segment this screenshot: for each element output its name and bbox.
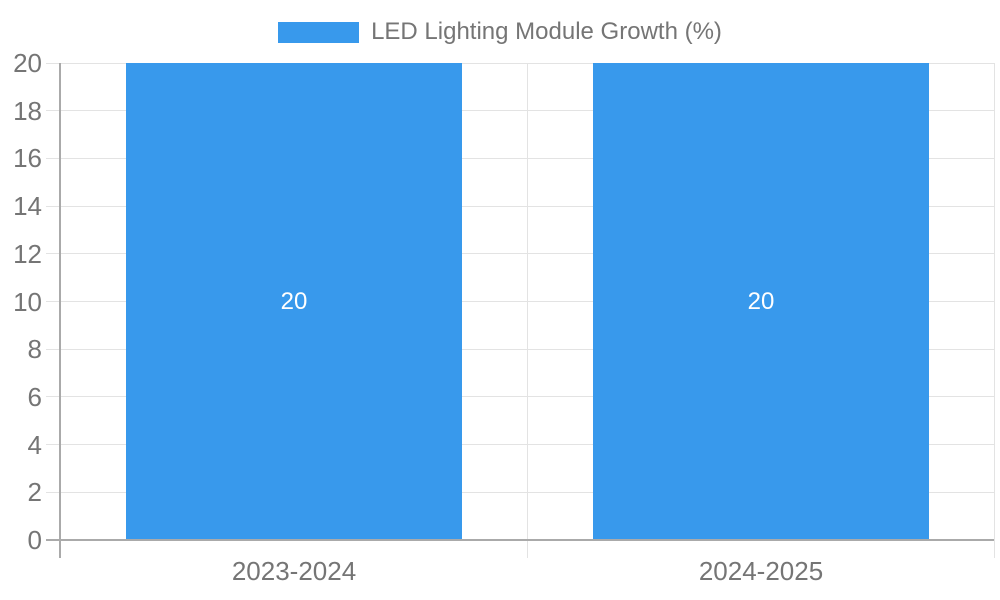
gridline-y	[46, 444, 994, 446]
gridline-y	[46, 396, 994, 398]
y-tick-label: 10	[13, 286, 42, 317]
y-tick-label: 16	[13, 143, 42, 174]
y-tick-label: 2	[27, 477, 42, 508]
x-axis-baseline	[46, 539, 994, 541]
y-tick-label: 12	[13, 238, 42, 269]
bar-2023-2024[interactable]	[126, 63, 462, 540]
bar-2024-2025[interactable]	[593, 63, 929, 540]
x-tick-label: 2023-2024	[231, 556, 357, 586]
bar-value-label: 20	[747, 288, 775, 315]
y-tick-label: 8	[27, 334, 42, 365]
gridline-y	[46, 348, 994, 350]
gridline-x	[993, 63, 995, 558]
gridline-y	[46, 301, 994, 302]
y-tick-label: 0	[27, 525, 42, 555]
y-tick-label: 20	[13, 48, 42, 78]
gridline-y	[46, 491, 994, 493]
legend-label: LED Lighting Module Growth (%)	[371, 18, 722, 45]
gridline-y	[46, 110, 994, 112]
gridline-x	[526, 63, 528, 558]
bar-value-label: 20	[280, 288, 308, 315]
gridline-y	[46, 253, 994, 255]
y-axis-line	[59, 63, 61, 558]
gridline-y	[46, 157, 994, 159]
y-tick-label: 18	[13, 95, 42, 126]
legend-item[interactable]: LED Lighting Module Growth (%)	[0, 18, 1000, 46]
x-tick-label: 2024-2025	[698, 556, 824, 586]
legend-swatch-icon	[278, 21, 360, 43]
gridline-y	[46, 62, 994, 64]
y-tick-label: 4	[27, 429, 42, 460]
y-tick-label: 6	[27, 381, 42, 412]
gridline-y	[46, 205, 994, 207]
y-tick-label: 14	[13, 191, 42, 222]
